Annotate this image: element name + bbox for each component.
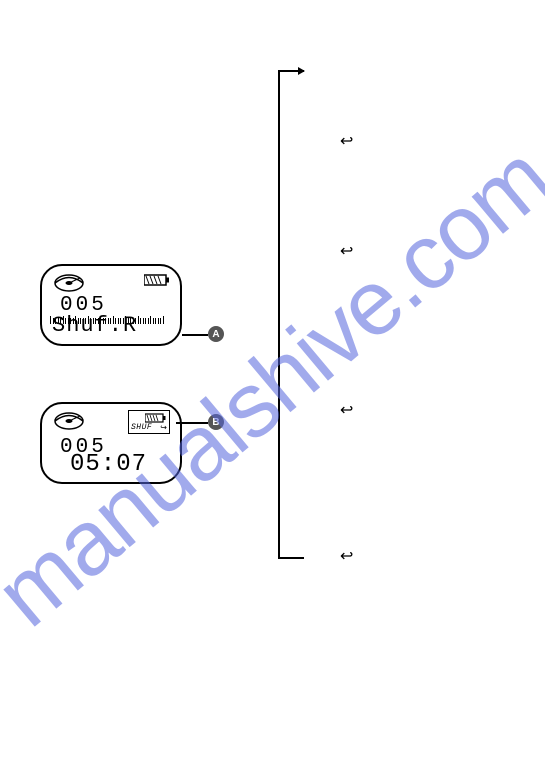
arrow-icon-1: ↪ xyxy=(340,131,353,151)
shuf-box: SHUF ↪ xyxy=(128,410,170,434)
display-text-a: Shuf.R xyxy=(52,313,137,338)
arrow-icon-4: ↪ xyxy=(340,546,353,566)
time-display-b: 05:07 xyxy=(70,451,147,478)
lcd-device-b: SHUF ↪ 005 05:07 xyxy=(40,402,182,484)
shuf-label: SHUF xyxy=(131,423,152,432)
label-circle-a: A xyxy=(208,326,224,342)
repeat-icon: ↪ xyxy=(160,423,167,432)
disc-icon xyxy=(54,274,84,292)
lcd-device-a: 005 Shuf.R xyxy=(40,264,182,346)
disc-icon xyxy=(54,412,84,430)
arrow-icon-2: ↪ xyxy=(340,241,353,261)
arrow-icon-3: ↪ xyxy=(340,400,353,420)
bracket-top-arrow xyxy=(278,70,304,72)
label-circle-b: B xyxy=(208,414,224,430)
pointer-a xyxy=(182,334,208,336)
pointer-b xyxy=(176,422,208,424)
bracket-bottom xyxy=(278,557,304,559)
watermark-text: manualshive.com xyxy=(0,126,545,647)
bracket-vertical xyxy=(278,70,280,558)
battery-icon xyxy=(144,274,170,286)
